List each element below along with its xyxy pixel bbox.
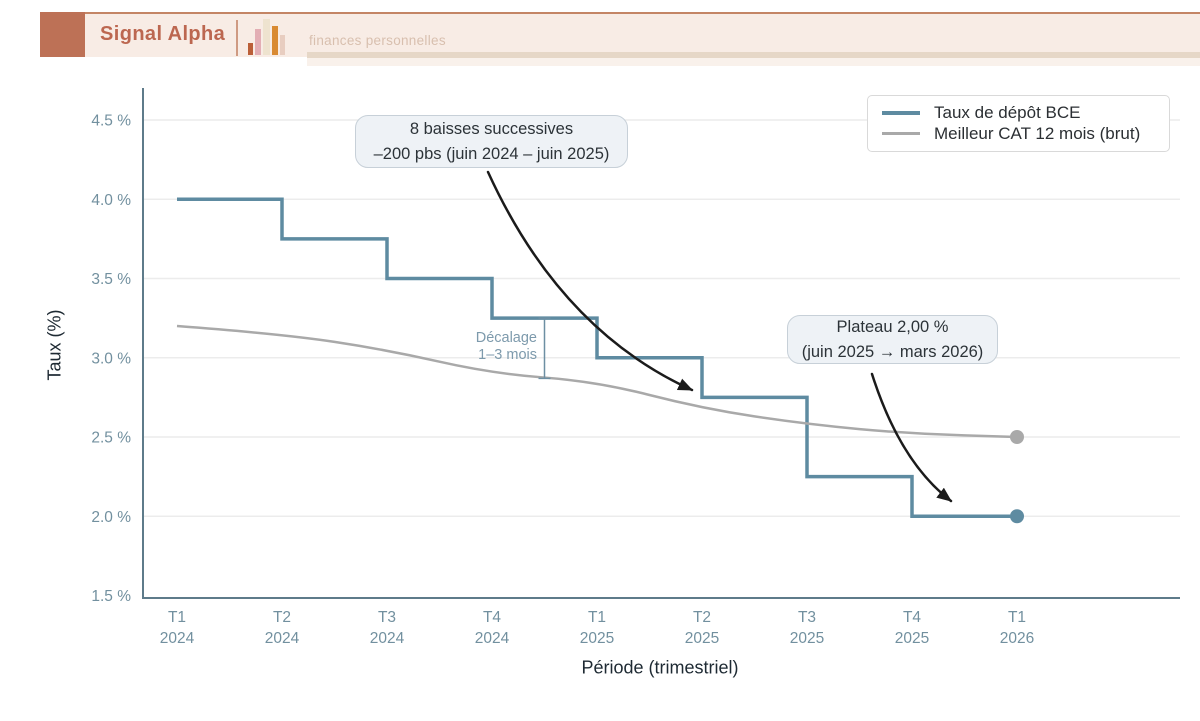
annotation-plateau-line2: (juin 2025 → mars 2026) bbox=[801, 342, 984, 361]
x-tick-label: T1 bbox=[1008, 609, 1026, 626]
lag-bracket bbox=[538, 317, 551, 380]
x-tick-label: T4 bbox=[483, 609, 501, 626]
arrow-to-rate-cuts bbox=[486, 170, 694, 392]
series-smooth bbox=[176, 324, 1018, 439]
x-tick-label: 2024 bbox=[160, 630, 195, 647]
brand-logo-block bbox=[40, 12, 85, 57]
y-tick-label: 3.5 % bbox=[91, 271, 131, 288]
annotation-rate-cuts-line1: 8 baisses successives bbox=[409, 119, 574, 138]
x-tick-label: 2025 bbox=[580, 630, 614, 647]
axis-lines bbox=[142, 88, 1180, 599]
y-tick-label: 3.0 % bbox=[91, 350, 131, 367]
y-tick-label: 4.5 % bbox=[91, 113, 131, 130]
subtitle-underline bbox=[307, 52, 1200, 58]
y-tick-label: 4.0 % bbox=[91, 192, 131, 209]
x-axis-title: Période (trimestriel) bbox=[581, 657, 739, 678]
x-tick-label: 2024 bbox=[370, 630, 405, 647]
legend-item-cat: Meilleur CAT 12 mois (brut) bbox=[882, 124, 1155, 144]
x-tick-label: T1 bbox=[588, 609, 606, 626]
x-tick-label: 2025 bbox=[685, 630, 719, 647]
annotation-rate-cuts: 8 baisses successives –200 pbs (juin 202… bbox=[355, 115, 628, 168]
x-tick-label: 2026 bbox=[1000, 630, 1034, 647]
legend-label-cat: Meilleur CAT 12 mois (brut) bbox=[934, 123, 1141, 143]
x-tick-label: T2 bbox=[693, 609, 711, 626]
icon-bar bbox=[255, 29, 261, 55]
brand-banner bbox=[40, 12, 1200, 57]
y-axis-title: Taux (%) bbox=[44, 309, 65, 381]
x-tick-label: T2 bbox=[273, 609, 291, 626]
series-end-dot bbox=[1010, 509, 1024, 524]
annotation-lag: Décalage 1–3 mois bbox=[420, 330, 537, 364]
legend-item-bce: Taux de dépôt BCE bbox=[882, 103, 1155, 123]
annotation-plateau-line1: Plateau 2,00 % bbox=[836, 317, 949, 336]
x-tick-label: 2024 bbox=[265, 630, 300, 647]
arrow-to-plateau bbox=[870, 372, 953, 503]
icon-bar bbox=[248, 43, 253, 55]
series-end-dot bbox=[1010, 430, 1024, 444]
x-tick-label: 2025 bbox=[790, 630, 824, 647]
legend-swatch-cat bbox=[882, 132, 920, 136]
icon-bar bbox=[272, 26, 278, 55]
y-tick-label: 2.5 % bbox=[91, 430, 131, 447]
subtitle-shadow bbox=[307, 58, 1200, 66]
x-tick-label: 2025 bbox=[895, 630, 929, 647]
x-tick-label: T3 bbox=[798, 609, 816, 626]
legend-swatch-bce bbox=[882, 111, 920, 116]
x-tick-label: T1 bbox=[168, 609, 186, 626]
annotation-lag-line2: 1–3 mois bbox=[478, 347, 537, 363]
legend: Taux de dépôt BCE Meilleur CAT 12 mois (… bbox=[867, 95, 1170, 152]
icon-bar bbox=[280, 35, 285, 55]
annotation-lag-line1: Décalage bbox=[475, 330, 537, 346]
x-tick-label: 2024 bbox=[475, 630, 510, 647]
banner-subtitle: finances personnelles bbox=[309, 33, 446, 48]
icon-bar bbox=[263, 19, 270, 55]
y-tick-label: 1.5 % bbox=[91, 588, 131, 605]
x-tick-label: T3 bbox=[378, 609, 396, 626]
legend-label-bce: Taux de dépôt BCE bbox=[934, 103, 1081, 123]
annotation-rate-cuts-line2: –200 pbs (juin 2024 – juin 2025) bbox=[373, 144, 610, 163]
bar-chart-icon bbox=[248, 18, 288, 55]
brand-title: Signal Alpha bbox=[100, 23, 226, 45]
annotation-plateau: Plateau 2,00 % (juin 2025 → mars 2026) bbox=[787, 315, 998, 364]
x-tick-label: T4 bbox=[903, 609, 921, 626]
series-step bbox=[177, 197, 1017, 518]
banner-divider bbox=[236, 20, 238, 56]
y-tick-label: 2.0 % bbox=[91, 509, 131, 526]
